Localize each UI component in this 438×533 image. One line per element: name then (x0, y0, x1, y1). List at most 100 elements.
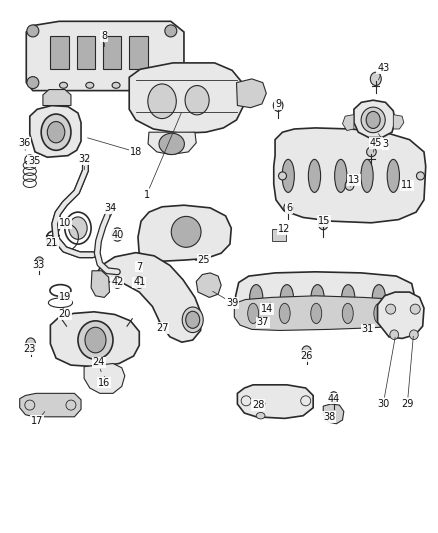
Polygon shape (30, 106, 81, 157)
Ellipse shape (361, 159, 373, 192)
Polygon shape (274, 128, 426, 223)
Circle shape (27, 77, 39, 88)
Text: 43: 43 (377, 63, 389, 73)
Text: 10: 10 (59, 218, 71, 228)
Ellipse shape (361, 107, 385, 133)
Text: 18: 18 (130, 147, 142, 157)
Text: 15: 15 (318, 216, 330, 226)
Text: 1: 1 (144, 190, 150, 199)
Ellipse shape (129, 254, 150, 279)
Ellipse shape (335, 159, 347, 192)
Polygon shape (138, 205, 231, 272)
Ellipse shape (318, 218, 328, 230)
Ellipse shape (370, 72, 381, 86)
Ellipse shape (282, 159, 294, 192)
Ellipse shape (47, 122, 65, 143)
Ellipse shape (60, 82, 67, 88)
Text: 41: 41 (133, 278, 145, 287)
Text: 31: 31 (362, 325, 374, 334)
Circle shape (386, 304, 396, 314)
Ellipse shape (329, 392, 338, 402)
Text: 17: 17 (31, 416, 43, 426)
Ellipse shape (342, 285, 355, 310)
Bar (272, 229, 286, 241)
Text: 44: 44 (328, 394, 340, 403)
Ellipse shape (69, 217, 87, 239)
Text: 20: 20 (59, 310, 71, 319)
Polygon shape (50, 312, 139, 367)
Ellipse shape (366, 111, 380, 128)
Ellipse shape (113, 277, 122, 288)
Ellipse shape (86, 82, 94, 88)
Text: 3: 3 (382, 139, 389, 149)
Text: 21: 21 (46, 238, 58, 247)
Text: 6: 6 (286, 203, 292, 213)
Polygon shape (237, 79, 266, 108)
Text: 40: 40 (111, 230, 124, 239)
Text: 8: 8 (101, 31, 107, 41)
Text: 33: 33 (32, 261, 45, 270)
Ellipse shape (171, 216, 201, 247)
Polygon shape (343, 115, 354, 131)
Polygon shape (43, 90, 71, 106)
Bar (50, 36, 69, 69)
Text: 42: 42 (111, 278, 124, 287)
Text: 34: 34 (105, 203, 117, 213)
Polygon shape (236, 272, 414, 320)
Circle shape (165, 77, 177, 88)
Ellipse shape (308, 159, 321, 192)
Ellipse shape (279, 303, 290, 324)
Ellipse shape (390, 330, 399, 340)
Text: 35: 35 (28, 156, 40, 166)
Text: 45: 45 (370, 138, 382, 148)
Ellipse shape (302, 346, 311, 358)
Circle shape (417, 172, 424, 180)
Bar (129, 36, 148, 69)
Text: 32: 32 (78, 154, 90, 164)
Polygon shape (393, 115, 404, 129)
Circle shape (165, 25, 177, 37)
Text: 38: 38 (323, 412, 336, 422)
Polygon shape (84, 364, 125, 393)
Ellipse shape (185, 85, 209, 115)
Text: 23: 23 (24, 344, 36, 354)
Ellipse shape (131, 253, 148, 274)
Polygon shape (196, 273, 221, 297)
Ellipse shape (148, 84, 176, 118)
Text: 26: 26 (300, 351, 313, 361)
Ellipse shape (248, 303, 258, 324)
Ellipse shape (250, 285, 263, 310)
Ellipse shape (112, 82, 120, 88)
Circle shape (410, 304, 420, 314)
Ellipse shape (284, 203, 293, 213)
Ellipse shape (374, 303, 385, 324)
Polygon shape (26, 21, 184, 91)
Polygon shape (129, 63, 243, 133)
Ellipse shape (78, 321, 113, 359)
Polygon shape (234, 296, 420, 330)
Ellipse shape (132, 258, 146, 275)
Polygon shape (323, 404, 344, 424)
Ellipse shape (26, 338, 35, 350)
Ellipse shape (112, 228, 123, 241)
Text: 13: 13 (348, 175, 360, 185)
Ellipse shape (342, 303, 353, 324)
Circle shape (279, 172, 286, 180)
Ellipse shape (345, 181, 354, 190)
Ellipse shape (85, 327, 106, 353)
Ellipse shape (387, 159, 399, 192)
Ellipse shape (186, 311, 200, 328)
Polygon shape (91, 271, 110, 297)
Ellipse shape (35, 257, 44, 268)
Circle shape (27, 25, 39, 37)
Ellipse shape (367, 147, 376, 157)
Polygon shape (20, 393, 81, 417)
Text: 30: 30 (377, 399, 389, 409)
Text: 28: 28 (252, 400, 265, 410)
Text: 16: 16 (98, 378, 110, 387)
Ellipse shape (256, 413, 265, 419)
Ellipse shape (41, 114, 71, 150)
Ellipse shape (311, 285, 324, 310)
Ellipse shape (159, 133, 184, 155)
Polygon shape (354, 100, 395, 138)
